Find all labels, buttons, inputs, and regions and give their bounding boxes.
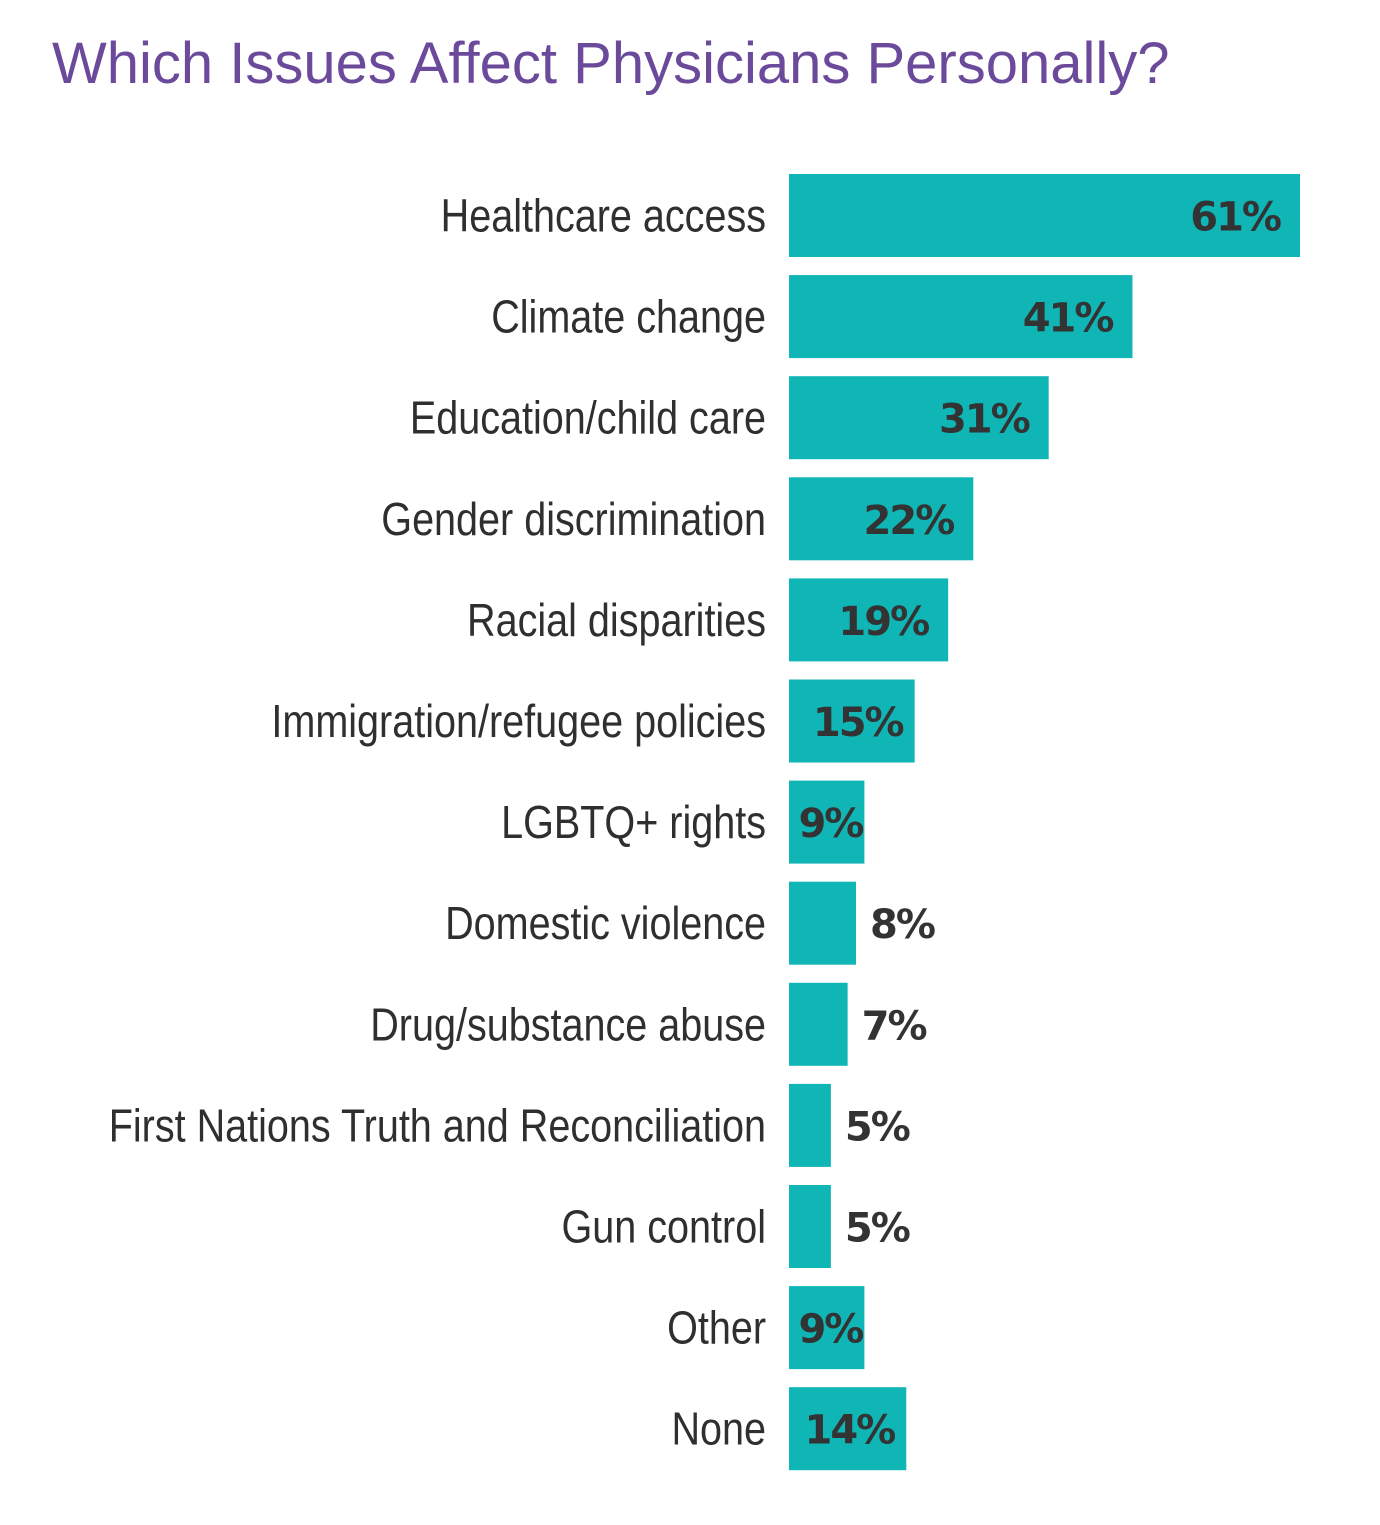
category-label: Climate change [491, 292, 766, 343]
category-label: Racial disparities [467, 595, 766, 646]
bar [789, 881, 857, 965]
category-label: Drug/substance abuse [370, 1000, 766, 1051]
category-label: Gender discrimination [381, 494, 766, 545]
value-label: 15% [813, 700, 904, 746]
value-label: 9% [798, 801, 863, 847]
bar [789, 1083, 831, 1167]
bar [789, 1286, 865, 1370]
bar [789, 275, 1133, 359]
category-label: Gun control [562, 1202, 766, 1253]
category-label: Education/child care [410, 393, 766, 444]
value-label: 19% [838, 599, 929, 645]
value-label: 41% [1023, 296, 1114, 342]
category-label: Immigration/refugee policies [271, 696, 766, 747]
category-label: First Nations Truth and Reconciliation [109, 1101, 766, 1152]
bar [789, 174, 1300, 257]
bars-group: Healthcare access 61% Climate change 41% Edu… [109, 174, 1300, 1471]
value-label: 5% [845, 1206, 910, 1252]
bar [789, 376, 1049, 460]
value-label: 22% [864, 498, 955, 544]
category-label: Healthcare access [441, 191, 766, 242]
category-label: LGBTQ+ rights [501, 797, 766, 848]
value-label: 61% [1190, 195, 1281, 241]
bar [789, 780, 865, 864]
value-label: 7% [862, 1003, 927, 1049]
bar [789, 477, 974, 561]
category-label: None [671, 1404, 766, 1455]
value-label: 14% [805, 1408, 896, 1454]
bar [789, 1387, 907, 1471]
value-label: 8% [870, 902, 935, 948]
bar [789, 982, 848, 1066]
category-label: Domestic violence [445, 898, 766, 949]
bar [789, 1185, 831, 1268]
bar [789, 679, 915, 763]
value-label: 31% [939, 397, 1030, 443]
value-label: 9% [798, 1307, 863, 1353]
bar [789, 578, 949, 662]
value-label: 5% [845, 1104, 910, 1150]
category-label: Other [667, 1303, 766, 1354]
chart-title: Which Issues Affect Physicians Personall… [52, 31, 1170, 96]
